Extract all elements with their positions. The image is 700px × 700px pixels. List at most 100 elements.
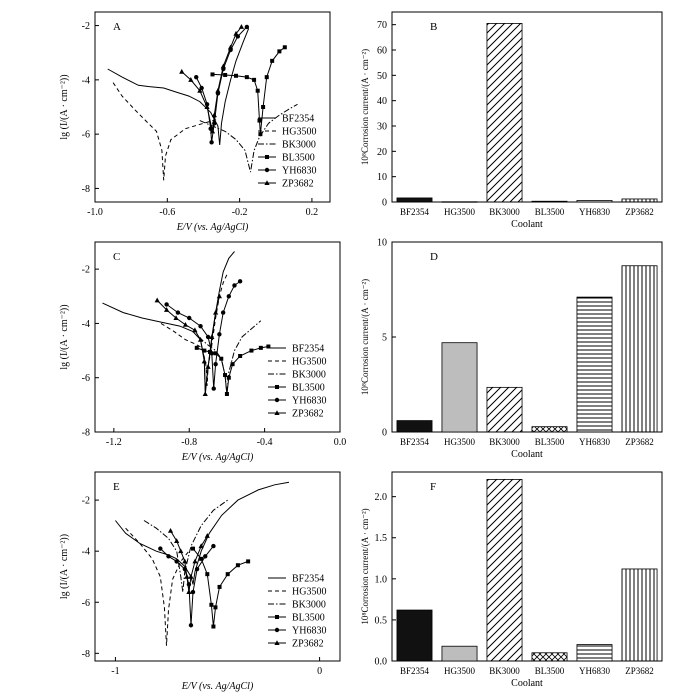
panel-A: -1.0 -0.6 -0.2 0.2 -2 -4 -6 -8 E/V (vs. Ag/AgCl)… <box>59 11 331 233</box>
data-point <box>164 307 170 312</box>
category-label: ZP3682 <box>625 437 654 447</box>
panel-B: 0 10 20 30 40 50 60 70 BF2354 HG3500 BK3000 BL3500 Y… <box>360 11 663 230</box>
y-axis-title: 10⁸Corrosion current/(A · cm⁻²) <box>360 279 370 395</box>
data-point <box>258 345 263 350</box>
series-HG3500 <box>125 527 190 646</box>
series-line <box>107 28 250 146</box>
x-tick-label: 0 <box>317 666 322 677</box>
panel-label: E <box>113 481 120 493</box>
data-point <box>186 589 192 595</box>
bar-ZP3682 <box>621 265 658 433</box>
series-ZP3682 <box>154 293 222 396</box>
legend-marker <box>275 385 279 389</box>
data-point <box>210 72 215 77</box>
y-tick-label: 0.5 <box>375 615 388 626</box>
panel-F: 0.0 0.5 1.0 1.5 2.0 BF2354 HG3500 BK3000 BL3500 Y… <box>360 471 663 689</box>
series-line <box>199 103 298 173</box>
bar-BF2354 <box>396 420 433 433</box>
data-point <box>198 543 204 549</box>
data-point <box>174 559 179 564</box>
x-axis-title: Coolant <box>511 449 543 460</box>
data-point <box>194 566 200 572</box>
series-BK3000 <box>199 103 298 173</box>
y-tick-label: 50 <box>377 71 387 82</box>
data-point <box>220 63 226 69</box>
series-ZP3682 <box>167 527 210 595</box>
data-point <box>190 589 196 595</box>
data-point <box>244 24 250 30</box>
y-tick-label: -8 <box>82 428 90 439</box>
data-point <box>197 87 203 93</box>
plot-frame <box>391 11 663 203</box>
y-tick-label: 40 <box>377 96 387 107</box>
panel-label: D <box>430 251 438 263</box>
category-label: HG3500 <box>444 666 475 676</box>
data-point <box>179 68 185 74</box>
data-point <box>209 602 214 607</box>
legend-entry: BF2354 <box>282 114 314 125</box>
data-point <box>194 345 199 350</box>
category-label: BK3000 <box>489 437 520 447</box>
data-point <box>164 302 169 307</box>
x-axis-title: Coolant <box>511 219 543 230</box>
data-point <box>211 543 216 549</box>
data-point <box>233 30 239 36</box>
category-label: YH6830 <box>579 437 610 447</box>
bar-BL3500 <box>531 652 568 662</box>
data-point <box>187 315 192 321</box>
x-axis-title: E/V (vs. Ag/AgCl) <box>176 222 249 233</box>
y-tick-label: 30 <box>377 122 387 133</box>
y-tick-label: 5 <box>382 333 387 344</box>
series-YH6830 <box>164 279 243 391</box>
data-point <box>188 623 194 628</box>
data-point <box>213 309 219 315</box>
data-point <box>226 375 231 380</box>
y-tick-label: 1.5 <box>375 533 388 544</box>
bar-BK3000 <box>486 22 523 203</box>
y-tick-label: 20 <box>377 147 387 158</box>
data-point <box>198 323 203 329</box>
x-tick-label: -1.2 <box>106 437 122 448</box>
bar-HG3500 <box>441 645 478 662</box>
legend-entry: HG3500 <box>292 587 326 598</box>
data-point <box>261 105 266 109</box>
data-point <box>225 572 230 577</box>
data-point <box>234 73 238 78</box>
data-point <box>257 118 262 123</box>
legend-entry: YH6830 <box>292 626 326 637</box>
data-point <box>178 548 184 554</box>
bar-YH6830 <box>576 200 613 203</box>
series-BK3000 <box>143 499 228 593</box>
bar-YH6830 <box>576 296 613 433</box>
category-label: BL3500 <box>535 437 565 447</box>
series-line <box>112 82 219 181</box>
series-line <box>198 320 262 395</box>
data-point <box>154 297 160 303</box>
bar-BF2354 <box>396 197 433 203</box>
data-point <box>255 88 260 93</box>
y-tick-label: -6 <box>82 130 90 141</box>
plot-frame <box>94 241 341 433</box>
data-point <box>211 386 216 391</box>
y-tick-label: -4 <box>82 547 90 558</box>
data-point <box>213 361 218 367</box>
legend-marker <box>265 155 269 159</box>
data-point <box>199 85 204 91</box>
series-BL3500 <box>210 45 287 137</box>
legend-entry: BL3500 <box>292 383 325 394</box>
legend-marker <box>264 180 270 185</box>
bar-ZP3682 <box>621 568 658 662</box>
legend-entry: HG3500 <box>282 127 316 138</box>
y-tick-label: -4 <box>82 319 90 330</box>
data-point <box>209 128 216 134</box>
data-point <box>238 354 243 358</box>
data-point <box>244 75 249 80</box>
data-point <box>219 356 224 361</box>
data-point <box>237 279 243 284</box>
category-label: HG3500 <box>444 207 475 217</box>
category-label: ZP3682 <box>625 666 654 676</box>
data-point <box>158 546 163 551</box>
legend-entry: BF2354 <box>292 574 324 585</box>
y-tick-label: 70 <box>377 20 387 31</box>
category-label: BF2354 <box>400 666 430 676</box>
